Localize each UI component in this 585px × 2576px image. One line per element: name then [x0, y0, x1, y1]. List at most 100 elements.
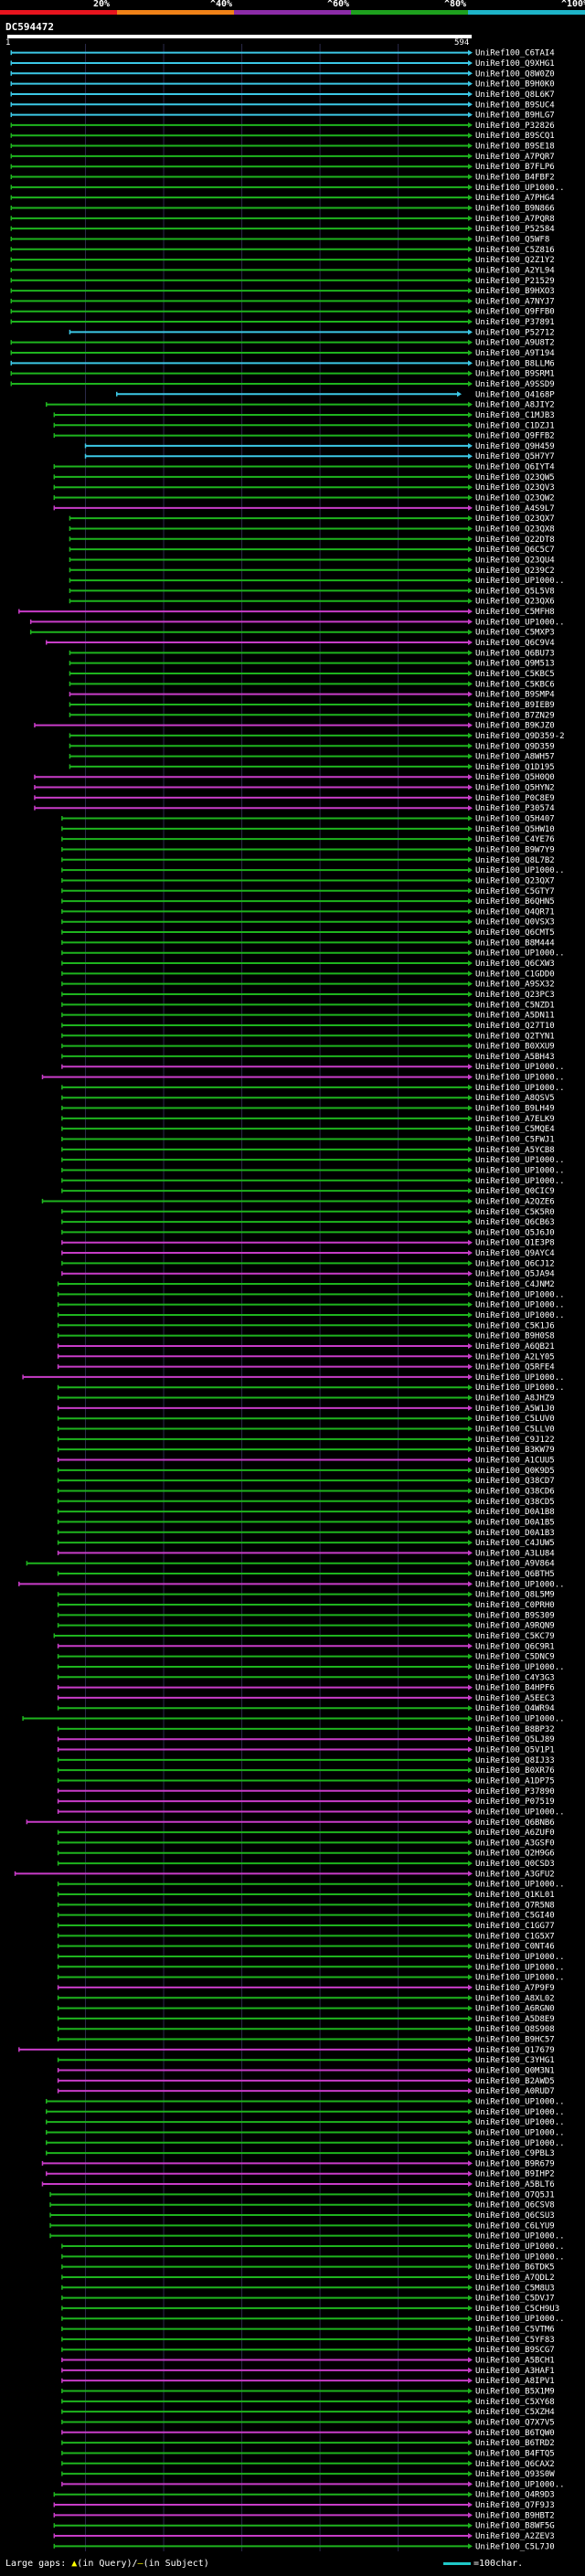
hit-label[interactable]: UniRef100_Q23QX6	[475, 598, 555, 607]
hit-label[interactable]: UniRef100_B9SUC4	[475, 101, 555, 110]
hit-label[interactable]: UniRef100_Q6C5C7	[475, 546, 555, 555]
hit-label[interactable]: UniRef100_B9IEB9	[475, 701, 555, 710]
hit-label[interactable]: UniRef100_UP1000..	[475, 1177, 565, 1186]
hit-label[interactable]: UniRef100_Q0M3N1	[475, 2067, 555, 2076]
hit-label[interactable]: UniRef100_A1CUU5	[475, 1456, 555, 1465]
hit-label[interactable]: UniRef100_UP1000..	[475, 184, 565, 193]
hit-label[interactable]: UniRef100_B9S309	[475, 1611, 555, 1620]
hit-label[interactable]: UniRef100_A7PQR7	[475, 153, 555, 162]
hit-label[interactable]: UniRef100_Q7Q5J1	[475, 2190, 555, 2200]
hit-label[interactable]: UniRef100_Q93S0W	[475, 2470, 555, 2479]
hit-label[interactable]: UniRef100_A1DP75	[475, 1776, 555, 1786]
hit-label[interactable]: UniRef100_A5DN11	[475, 1012, 555, 1021]
hit-label[interactable]: UniRef100_B8WF5G	[475, 2522, 555, 2531]
hit-label[interactable]: UniRef100_B4FBF2	[475, 174, 555, 183]
hit-label[interactable]: UniRef100_Q23QV3	[475, 483, 555, 493]
hit-label[interactable]: UniRef100_UP1000..	[475, 1074, 565, 1083]
hit-label[interactable]: UniRef100_B9SRM1	[475, 370, 555, 379]
hit-label[interactable]: UniRef100_C5K1J6	[475, 1321, 555, 1330]
hit-label[interactable]: UniRef100_Q239C2	[475, 567, 555, 576]
hit-label[interactable]: UniRef100_A4S9L7	[475, 504, 555, 514]
hit-label[interactable]: UniRef100_Q0K9D5	[475, 1467, 555, 1476]
hit-label[interactable]: UniRef100_UP1000..	[475, 2480, 565, 2489]
hit-label[interactable]: UniRef100_B6TQW0	[475, 2429, 555, 2438]
hit-label[interactable]: UniRef100_B3KW79	[475, 1446, 555, 1455]
hit-label[interactable]: UniRef100_D0A1B3	[475, 1529, 555, 1538]
hit-label[interactable]: UniRef100_Q23QW5	[475, 473, 555, 482]
hit-label[interactable]: UniRef100_C5KBC6	[475, 680, 555, 689]
hit-label[interactable]: UniRef100_A7QDL2	[475, 2274, 555, 2283]
hit-label[interactable]: UniRef100_UP1000..	[475, 1715, 565, 1724]
hit-label[interactable]: UniRef100_A5W1J0	[475, 1405, 555, 1414]
hit-label[interactable]: UniRef100_C5DNC9	[475, 1653, 555, 1662]
hit-label[interactable]: UniRef100_B6QHN5	[475, 897, 555, 906]
hit-label[interactable]: UniRef100_Q5H407	[475, 815, 555, 824]
hit-label[interactable]: UniRef100_A8JIY2	[475, 401, 555, 410]
hit-label[interactable]: UniRef100_UP1000..	[475, 1881, 565, 1890]
hit-label[interactable]: UniRef100_UP1000..	[475, 2253, 565, 2262]
hit-label[interactable]: UniRef100_C5LUV0	[475, 1415, 555, 1424]
hit-label[interactable]: UniRef100_Q38CD7	[475, 1477, 555, 1486]
hit-label[interactable]: UniRef100_UP1000..	[475, 1963, 565, 1972]
hit-label[interactable]: UniRef100_A7PQR8	[475, 215, 555, 224]
hit-label[interactable]: UniRef100_A5BLT6	[475, 2180, 555, 2189]
hit-label[interactable]: UniRef100_C5MXP3	[475, 629, 555, 638]
hit-label[interactable]: UniRef100_Q2TYN1	[475, 1032, 555, 1041]
hit-label[interactable]: UniRef100_C1GDD0	[475, 970, 555, 979]
hit-label[interactable]: UniRef100_B9SCG7	[475, 2346, 555, 2355]
hit-label[interactable]: UniRef100_C6TAI4	[475, 49, 555, 58]
hit-label[interactable]: UniRef100_A6ZUF0	[475, 1829, 555, 1838]
hit-label[interactable]: UniRef100_Q9FFB2	[475, 432, 555, 441]
hit-label[interactable]: UniRef100_A2ZEV3	[475, 2532, 555, 2541]
hit-label[interactable]: UniRef100_UP1000..	[475, 618, 565, 627]
hit-label[interactable]: UniRef100_B8M444	[475, 938, 555, 948]
hit-label[interactable]: UniRef100_C5CH9U3	[475, 2305, 559, 2314]
hit-label[interactable]: UniRef100_B9HBT2	[475, 2511, 555, 2520]
hit-label[interactable]: UniRef100_UP1000..	[475, 1383, 565, 1393]
hit-label[interactable]: UniRef100_UP1000..	[475, 2139, 565, 2148]
hit-label[interactable]: UniRef100_UP1000..	[475, 2108, 565, 2117]
hit-label[interactable]: UniRef100_Q23QW2	[475, 494, 555, 504]
hit-label[interactable]: UniRef100_C5LLV0	[475, 1426, 555, 1435]
hit-label[interactable]: UniRef100_Q1KL01	[475, 1891, 555, 1900]
hit-label[interactable]: UniRef100_Q5J6J0	[475, 1228, 555, 1237]
hit-label[interactable]: UniRef100_Q9D359	[475, 742, 555, 751]
hit-label[interactable]: UniRef100_A9U8T2	[475, 339, 555, 348]
hit-label[interactable]: UniRef100_Q0CSD3	[475, 1860, 555, 1869]
hit-label[interactable]: UniRef100_C5K5R0	[475, 1208, 555, 1217]
hit-label[interactable]: UniRef100_Q9H459	[475, 442, 555, 451]
hit-label[interactable]: UniRef100_Q4168P	[475, 390, 555, 399]
hit-label[interactable]: UniRef100_Q5H0Q0	[475, 773, 555, 782]
hit-label[interactable]: UniRef100_B4HPF6	[475, 1684, 555, 1693]
hit-label[interactable]: UniRef100_Q2H9G6	[475, 1850, 555, 1859]
hit-label[interactable]: UniRef100_Q23QX7	[475, 514, 555, 524]
hit-label[interactable]: UniRef100_Q6IYT4	[475, 463, 555, 472]
hit-label[interactable]: UniRef100_C9J122	[475, 1436, 555, 1445]
hit-label[interactable]: UniRef100_C5VTM6	[475, 2326, 555, 2335]
hit-label[interactable]: UniRef100_C0PRH0	[475, 1601, 555, 1610]
hit-label[interactable]: UniRef100_C5MFH8	[475, 608, 555, 617]
hit-label[interactable]: UniRef100_B9LH49	[475, 1105, 555, 1114]
hit-label[interactable]: UniRef100_A5BCH1	[475, 2357, 555, 2366]
hit-label[interactable]: UniRef100_D0A1B5	[475, 1518, 555, 1527]
hit-label[interactable]: UniRef100_P32826	[475, 122, 555, 131]
hit-label[interactable]: UniRef100_Q7R5N8	[475, 1901, 555, 1910]
hit-label[interactable]: UniRef100_B9HXO3	[475, 287, 555, 296]
hit-label[interactable]: UniRef100_Q6BNB6	[475, 1818, 555, 1828]
hit-label[interactable]: UniRef100_Q9XHG1	[475, 59, 555, 69]
hit-label[interactable]: UniRef100_C5KC79	[475, 1632, 555, 1641]
hit-label[interactable]: UniRef100_C5L7J0	[475, 2542, 555, 2551]
hit-label[interactable]: UniRef100_C4Y3G3	[475, 1673, 555, 1682]
hit-label[interactable]: UniRef100_UP1000..	[475, 1373, 565, 1383]
hit-label[interactable]: UniRef100_A5EEC3	[475, 1694, 555, 1703]
hit-label[interactable]: UniRef100_UP1000..	[475, 1290, 565, 1299]
hit-label[interactable]: UniRef100_UP1000..	[475, 1663, 565, 1672]
hit-label[interactable]: UniRef100_B9H0K0	[475, 80, 555, 90]
hit-label[interactable]: UniRef100_Q17679	[475, 2046, 555, 2055]
hit-label[interactable]: UniRef100_UP1000..	[475, 1807, 565, 1817]
hit-label[interactable]: UniRef100_Q0VSX3	[475, 918, 555, 928]
hit-label[interactable]: UniRef100_Q8IJ33	[475, 1756, 555, 1765]
hit-label[interactable]: UniRef100_Q9FFB0	[475, 308, 555, 317]
hit-label[interactable]: UniRef100_Q6BTH5	[475, 1570, 555, 1579]
hit-label[interactable]: UniRef100_B6TRD2	[475, 2439, 555, 2448]
